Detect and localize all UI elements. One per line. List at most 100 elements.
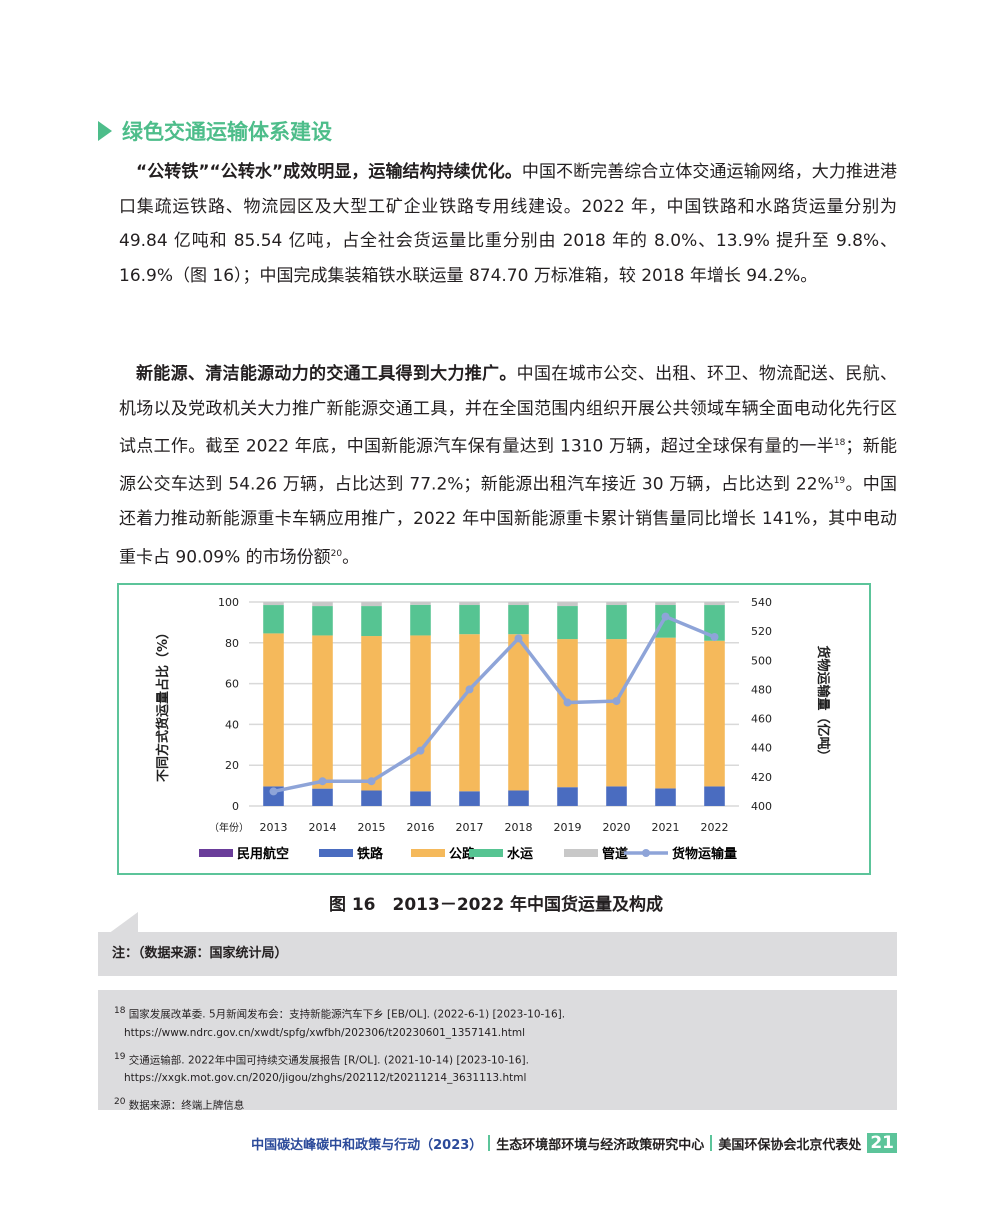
note-pointer (108, 912, 138, 934)
legend-label: 管道 (602, 846, 628, 862)
bar-公路 (263, 633, 284, 787)
bar-水运 (606, 605, 627, 640)
paragraph-lead: “公转铁”“公转水”成效明显，运输结构持续优化。 (136, 162, 522, 182)
legend-swatch (469, 849, 503, 857)
legend-swatch (199, 849, 233, 857)
legend-label: 铁路 (356, 846, 384, 862)
paragraph-text: 。 (342, 547, 360, 568)
bar-水运 (704, 605, 725, 641)
bar-水运 (263, 605, 284, 634)
legend-swatch-marker (642, 849, 650, 857)
freight-chart: 0 20 40 60 80 100 400 420 440 460 480 500 520 540 2013… (155, 596, 831, 862)
bar-公路 (655, 637, 676, 789)
x-tick-label: 2022 (701, 821, 729, 834)
paragraph-text: 中国在城市公交、出租、环卫、物流配送、民航、机场以及党政机关大力推广新能源交通工… (119, 364, 898, 457)
bar-管道 (312, 601, 333, 607)
bar-水运 (655, 605, 676, 638)
bar-铁路 (557, 787, 578, 806)
x-tick-label: 2019 (554, 821, 582, 834)
y-tick-label: 20 (225, 759, 239, 772)
section-title: 绿色交通运输体系建设 (98, 116, 332, 146)
footnote-ref[interactable]: 20 (330, 548, 343, 559)
footnote-ref[interactable]: 19 (833, 476, 846, 487)
bar-管道 (704, 601, 725, 606)
y-tick-label: 60 (225, 678, 239, 691)
bar-公路 (459, 634, 480, 792)
paragraph-text: 中国不断完善综合立体交通运输网络，大力推进港口集疏运铁路、物流园区及大型工矿企业… (119, 162, 898, 286)
bar-管道 (263, 601, 284, 606)
y2-tick-label: 520 (751, 625, 772, 638)
footer-divider (710, 1135, 713, 1151)
footnote-18: 18 国家发展改革委. 5月新闻发布会：支持新能源汽车下乡 [EB/OL]. (… (114, 1002, 885, 1042)
line-freight-volume (273, 614, 716, 794)
bar-管道 (410, 601, 431, 605)
data-source-note: 注：（数据来源：国家统计局） (98, 932, 897, 976)
line-point (710, 632, 719, 641)
section-title-text: 绿色交通运输体系建设 (122, 120, 332, 144)
y-tick-label: 0 (232, 800, 239, 813)
bar-公路 (704, 640, 725, 787)
paragraph-text: 。中国还着力推动新能源重卡车辆应用推广，2022 年中国新能源重卡累计销售量同比… (119, 474, 898, 568)
y2-tick-label: 500 (751, 654, 772, 667)
bar-公路 (361, 636, 382, 791)
x-tick-label: 2015 (358, 821, 386, 834)
paragraph-1: “公转铁”“公转水”成效明显，运输结构持续优化。中国不断完善综合立体交通运输网络… (119, 155, 897, 293)
footer-divider (488, 1135, 491, 1151)
y-tick-label: 100 (218, 596, 239, 609)
line-point (269, 787, 278, 796)
bar-公路 (312, 635, 333, 789)
footer-org-2: 美国环保协会北京代表处 (718, 1137, 862, 1153)
bar-公路 (508, 634, 529, 791)
footnote-text: 交通运输部. 2022年中国可持续交通发展报告 [R/OL]. (2021-10… (124, 1054, 529, 1084)
bar-铁路 (655, 788, 676, 806)
bar-公路 (410, 635, 431, 792)
bar-铁路 (410, 791, 431, 806)
bar-铁路 (704, 786, 725, 806)
x-tick-label: 2020 (603, 821, 631, 834)
footnote-ref[interactable]: 18 (833, 438, 846, 448)
line-point (563, 698, 572, 707)
y2-tick-label: 480 (751, 683, 772, 696)
paragraph-lead: 新能源、清洁能源动力的交通工具得到大力推广。 (136, 364, 517, 384)
bar-铁路 (606, 786, 627, 806)
footnote-20: 20 数据来源：终端上牌信息 (114, 1093, 885, 1115)
paragraph-2: 新能源、清洁能源动力的交通工具得到大力推广。中国在城市公交、出租、环卫、物流配送… (119, 357, 897, 575)
footnotes: 18 国家发展改革委. 5月新闻发布会：支持新能源汽车下乡 [EB/OL]. (… (98, 990, 897, 1112)
x-tick-label: 2017 (456, 821, 484, 834)
line-point (514, 634, 523, 643)
bar-铁路 (459, 791, 480, 806)
chart-frame: 0 20 40 60 80 100 400 420 440 460 480 500 520 540 2013… (117, 583, 871, 875)
bar-公路 (557, 639, 578, 788)
y2-tick-label: 440 (751, 742, 772, 755)
footnote-number: 18 (114, 1006, 126, 1016)
x-tick-label: 2016 (407, 821, 435, 834)
x-tick-label: 2014 (309, 821, 337, 834)
bar-管道 (361, 601, 382, 607)
bar-水运 (459, 605, 480, 635)
footnote-text: 数据来源：终端上牌信息 (128, 1099, 245, 1112)
line-point (612, 697, 621, 706)
legend-swatch (319, 849, 353, 857)
bar-管道 (557, 601, 578, 607)
footnote-number: 20 (114, 1097, 126, 1107)
bar-水运 (312, 606, 333, 636)
legend-label: 民用航空 (237, 846, 289, 862)
line-point (416, 746, 425, 755)
legend-label: 货物运输量 (672, 846, 737, 862)
paragraph-text: ；新能源公交车达到 54.26 万辆，占比达到 77.2%；新能源出租汽车接近 … (119, 436, 897, 495)
y-tick-label: 40 (225, 718, 239, 731)
bar-管道 (606, 601, 627, 606)
bar-管道 (508, 601, 529, 606)
legend-swatch (564, 849, 598, 857)
page-number: 21 (867, 1133, 897, 1153)
x-tick-label: 2018 (505, 821, 533, 834)
footnote-19: 19 交通运输部. 2022年中国可持续交通发展报告 [R/OL]. (2021… (114, 1048, 885, 1088)
triangle-right-icon (98, 121, 112, 141)
bar-公路 (606, 639, 627, 787)
y2-tick-label: 400 (751, 800, 772, 813)
footer-org-1: 生态环境部环境与经济政策研究中心 (496, 1137, 705, 1153)
x-axis-prefix: （年份） (209, 821, 249, 834)
y2-tick-label: 460 (751, 713, 772, 726)
bar-水运 (361, 606, 382, 637)
x-tick-label: 2013 (260, 821, 288, 834)
